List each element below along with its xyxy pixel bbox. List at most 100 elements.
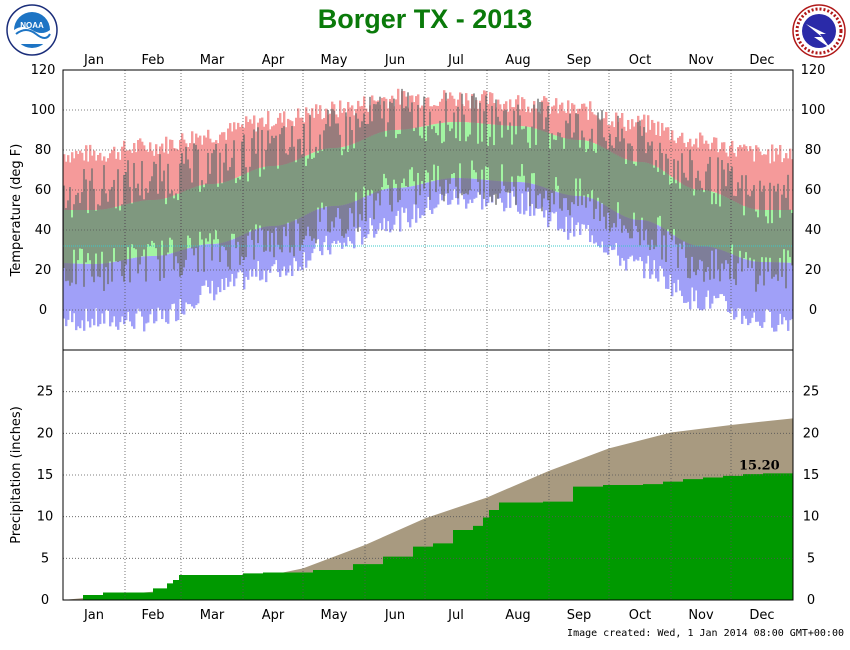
- record-low-bar: [143, 256, 146, 332]
- observed-temp-bar: [439, 120, 441, 187]
- record-low-bar: [385, 188, 388, 232]
- observed-precip-area: [63, 473, 793, 600]
- observed-temp-bar: [351, 130, 353, 214]
- record-high-bar: [611, 121, 614, 153]
- record-high-bar: [581, 103, 584, 141]
- observed-temp-bar: [135, 188, 137, 250]
- record-low-bar: [267, 226, 270, 270]
- record-low-bar: [235, 237, 238, 279]
- record-low-bar: [261, 227, 264, 280]
- observed-temp-bar: [245, 167, 247, 258]
- record-high-bar: [97, 154, 100, 210]
- observed-temp-bar: [65, 208, 67, 282]
- record-low-bar: [403, 187, 406, 213]
- precip-tick-label-left: 5: [41, 551, 49, 566]
- record-low-bar: [745, 259, 748, 319]
- month-label-top: Nov: [688, 53, 714, 68]
- observed-temp-bar: [763, 185, 765, 286]
- record-high-bar: [663, 130, 666, 172]
- observed-temp-bar: [629, 143, 631, 239]
- record-high-bar: [675, 143, 678, 180]
- observed-temp-bar: [671, 183, 673, 241]
- observed-temp-bar: [527, 142, 529, 188]
- record-low-bar: [737, 256, 740, 309]
- record-high-bar: [719, 149, 722, 195]
- observed-temp-bar: [203, 187, 205, 272]
- observed-temp-bar: [761, 191, 763, 258]
- record-high-bar: [677, 137, 680, 182]
- observed-temp-bar: [503, 110, 505, 186]
- observed-temp-bar: [271, 135, 273, 233]
- month-label-bottom: Apr: [262, 608, 285, 623]
- record-low-bar: [681, 240, 684, 297]
- observed-temp-bar: [481, 141, 483, 170]
- record-high-bar: [203, 135, 206, 185]
- record-high-bar: [145, 149, 148, 201]
- record-low-bar: [773, 262, 776, 332]
- observed-temp-bar: [379, 96, 381, 206]
- record-high-bar: [229, 123, 232, 181]
- observed-temp-bar: [277, 168, 279, 245]
- record-low-bar: [133, 257, 136, 329]
- observed-temp-bar: [419, 135, 421, 196]
- record-high-bar: [239, 126, 242, 177]
- record-high-bar: [69, 162, 72, 210]
- temp-tick-label-left: 60: [35, 183, 52, 198]
- observed-temp-bar: [217, 186, 219, 240]
- observed-temp-bar: [101, 188, 103, 252]
- record-low-bar: [321, 207, 324, 256]
- observed-temp-bar: [643, 127, 645, 241]
- observed-temp-bar: [673, 159, 675, 230]
- observed-temp-bar: [463, 114, 465, 195]
- observed-temp-bar: [67, 200, 69, 281]
- record-low-bar: [97, 263, 100, 327]
- observed-temp-bar: [653, 167, 655, 250]
- observed-temp-bar: [183, 163, 185, 268]
- precip-tick-label-left: 25: [37, 385, 54, 400]
- record-low-bar: [785, 262, 788, 321]
- record-high-bar: [189, 143, 192, 189]
- observed-temp-bar: [121, 204, 123, 277]
- observed-temp-bar: [207, 152, 209, 242]
- month-label-top: Jun: [384, 53, 405, 68]
- record-low-bar: [699, 245, 702, 310]
- observed-temp-bar: [83, 169, 85, 287]
- observed-temp-bar: [209, 173, 211, 234]
- observed-temp-bar: [267, 130, 269, 231]
- record-low-bar: [257, 228, 260, 262]
- observed-temp-bar: [641, 135, 643, 218]
- record-low-bar: [409, 186, 412, 228]
- record-high-bar: [71, 152, 74, 210]
- record-low-bar: [435, 180, 438, 208]
- observed-temp-bar: [313, 157, 315, 239]
- record-high-bar: [87, 161, 90, 210]
- observed-temp-bar: [443, 141, 445, 202]
- observed-temp-bar: [257, 127, 259, 244]
- observed-temp-bar: [109, 189, 111, 262]
- record-low-bar: [723, 250, 726, 296]
- observed-temp-bar: [407, 92, 409, 188]
- record-high-bar: [693, 144, 696, 190]
- record-high-bar: [89, 144, 92, 210]
- observed-temp-bar: [595, 152, 597, 209]
- record-low-bar: [355, 200, 358, 229]
- observed-temp-bar: [509, 122, 511, 193]
- observed-temp-bar: [597, 112, 599, 198]
- record-high-bar: [353, 115, 356, 144]
- observed-temp-bar: [331, 108, 333, 222]
- record-low-bar: [765, 262, 768, 310]
- record-high-bar: [683, 142, 686, 185]
- record-high-bar: [223, 132, 226, 183]
- observed-temp-bar: [647, 142, 649, 245]
- record-high-bar: [73, 158, 76, 210]
- observed-temp-bar: [225, 143, 227, 251]
- observed-temp-bar: [129, 186, 131, 283]
- observed-temp-bar: [115, 208, 117, 262]
- record-low-bar: [543, 187, 546, 218]
- record-low-bar: [181, 250, 184, 314]
- record-low-bar: [747, 260, 750, 326]
- record-low-bar: [559, 192, 562, 229]
- month-label-bottom: Jan: [83, 608, 104, 623]
- record-high-bar: [129, 149, 132, 204]
- record-high-bar: [149, 142, 152, 201]
